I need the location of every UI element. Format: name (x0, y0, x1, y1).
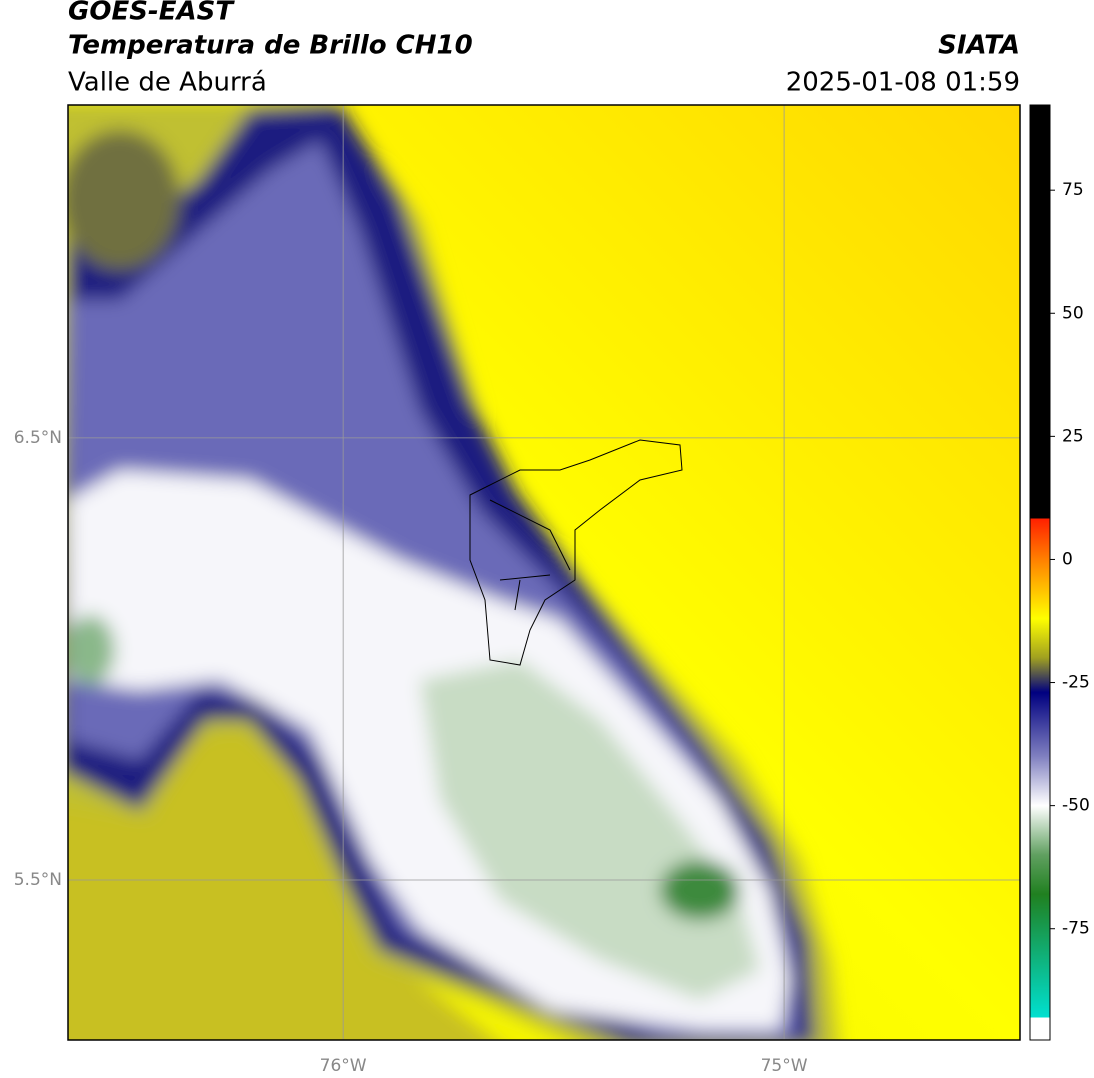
y-tick-label: 5.5°N (14, 870, 62, 890)
y-tick-label: 6.5°N (14, 428, 62, 448)
colorbar-tick-label: -25 (1062, 673, 1090, 693)
x-tick-label: 75°W (761, 1056, 808, 1076)
source: SIATA (938, 31, 1020, 61)
map-frame (67, 104, 1021, 1041)
title: GOES-EAST (68, 0, 235, 27)
grid (68, 105, 1020, 1040)
colorbar-tick-label: 25 (1062, 426, 1084, 446)
colorbar-tick-label: 75 (1062, 180, 1084, 200)
subtitle: Temperatura de Brillo CH10 (68, 31, 473, 61)
colorbar-tick-label: -50 (1062, 796, 1090, 816)
map-field (68, 105, 1020, 1040)
municipal-borders (469, 439, 683, 666)
timestamp: 2025-01-08 01:59 (786, 68, 1020, 98)
colorbar-tick-label: -75 (1062, 919, 1090, 939)
colorbar-tick-label: 0 (1062, 549, 1073, 569)
region: Valle de Aburrá (68, 68, 267, 98)
x-tick-label: 76°W (320, 1056, 367, 1076)
colorbar-tick-label: 50 (1062, 303, 1084, 323)
colorbar (1029, 104, 1051, 1041)
